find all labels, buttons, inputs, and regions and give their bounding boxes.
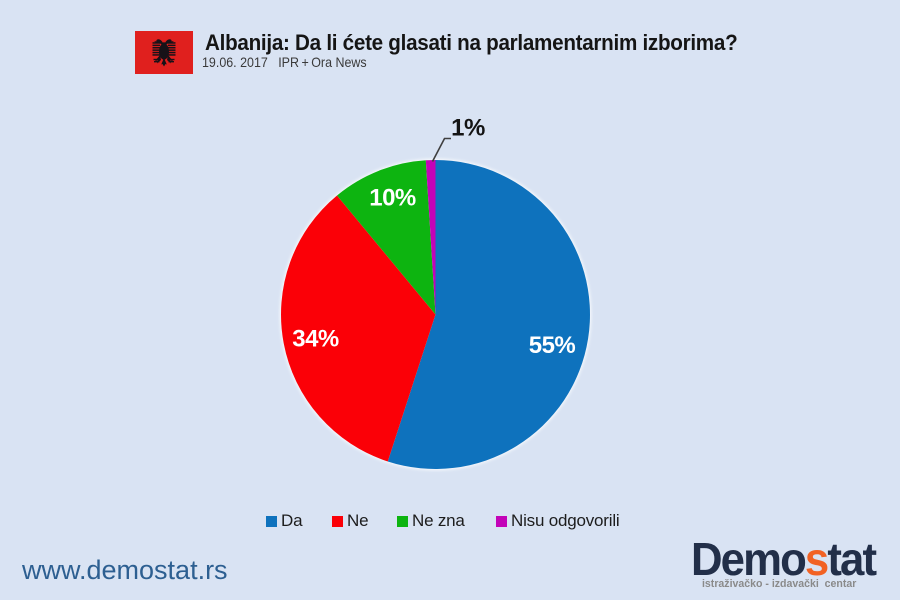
svg-text:1%: 1% bbox=[451, 115, 485, 142]
svg-text:34%: 34% bbox=[292, 326, 339, 353]
svg-text:55%: 55% bbox=[529, 332, 576, 359]
svg-text:10%: 10% bbox=[369, 185, 416, 212]
